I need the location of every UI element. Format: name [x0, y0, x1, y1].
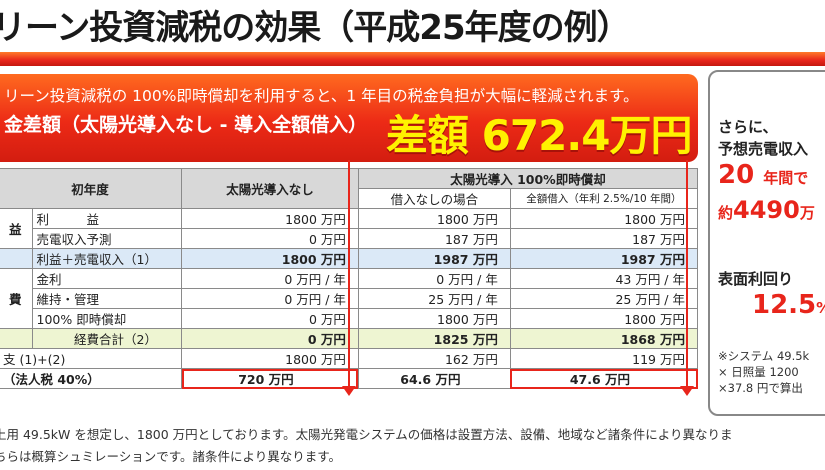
side-revenue-unit: 万: [799, 204, 815, 222]
header-no-solar: 太陽光導入なし: [181, 168, 359, 209]
cell-full-loan: 43 万円 / 年: [509, 268, 699, 289]
row-label: 維持・管理: [31, 288, 183, 309]
side-intro: さらに、: [718, 118, 778, 136]
cell-full-loan: 1800 万円: [509, 208, 699, 229]
cell-no-loan: 0 万円 / 年: [357, 268, 511, 289]
cell-no-solar: 1800 万円: [181, 248, 359, 269]
row-label: 金利: [31, 268, 183, 289]
header-solar-group: 太陽光導入 100%即時償却: [357, 168, 699, 189]
banner-description: リーン投資減税の 100%即時償却を利用すると、1 年目の税金負担が大幅に軽減さ…: [4, 87, 639, 105]
table-row-tax: （法人税 40%） 720 万円 64.6 万円 47.6 万円: [0, 368, 699, 389]
summary-banner: リーン投資減税の 100%即時償却を利用すると、1 年目の税金負担が大幅に軽減さ…: [0, 74, 698, 162]
cell-no-solar: 0 万円: [181, 328, 359, 349]
cell-no-solar: 1800 万円: [181, 208, 359, 229]
cell-no-solar: 0 万円: [181, 308, 359, 329]
footnote-2: ちらは概算シュミレーションです。諸条件により異なります。: [0, 449, 342, 464]
title-divider: [0, 52, 825, 66]
cell-full-loan: 25 万円 / 年: [509, 288, 699, 309]
category-expense: 費: [0, 268, 33, 329]
side-revenue-label: 予想売電収入: [718, 140, 809, 158]
cell-no-loan: 1800 万円: [357, 308, 511, 329]
cell-no-solar: 1800 万円: [181, 348, 359, 369]
row-label: 経費合計（2）: [31, 328, 183, 349]
banner-difference-amount: 差額 672.4万円: [386, 111, 692, 160]
banner-comparison-label: 金差額（太陽光導入なし - 導入全額借入）: [4, 114, 368, 136]
arrow-left-line: [348, 160, 350, 388]
side-note-3: ×37.8 円で算出: [718, 381, 803, 395]
cell-no-solar: 0 万円: [181, 228, 359, 249]
cell-no-solar: 0 万円 / 年: [181, 268, 359, 289]
side-years: 20 年間で: [718, 160, 808, 190]
row-label: 支 (1)+(2): [0, 348, 182, 369]
side-yield-unit: %: [816, 299, 825, 317]
table-row-subtotal-expense: 経費合計（2） 0 万円 1825 万円 1868 万円: [0, 328, 699, 349]
side-revenue-number: 4490: [733, 196, 800, 224]
category-income: 益: [0, 208, 33, 249]
cell-no-loan: 1825 万円: [357, 328, 511, 349]
cell-full-loan: 1987 万円: [509, 248, 699, 269]
row-label: 100% 即時償却: [31, 308, 183, 329]
cell-no-loan: 187 万円: [357, 228, 511, 249]
cell-no-loan: 25 万円 / 年: [357, 288, 511, 309]
table-row-subtotal-income: 利益＋売電収入（1） 1800 万円 1987 万円 1987 万円: [0, 248, 699, 269]
cell-tax-full-loan: 47.6 万円: [509, 368, 699, 389]
arrow-right-head: [680, 386, 694, 396]
row-label: 売電収入予測: [31, 228, 183, 249]
header-full-loan: 全額借入（年利 2.5%/10 年間）: [509, 188, 699, 209]
table-subheader-row: 借入なしの場合 全額借入（年利 2.5%/10 年間）: [0, 188, 699, 209]
arrow-right-line: [686, 160, 688, 388]
page-title: リーン投資減税の効果（平成25年度の例）: [0, 8, 631, 48]
footnote-1: 上用 49.5kW を想定し、1800 万円としております。太陽光発電システムの…: [0, 427, 733, 442]
arrow-left-head: [342, 386, 356, 396]
header-no-loan: 借入なしの場合: [357, 188, 511, 209]
side-yield-value: 12.5%: [752, 290, 825, 320]
side-revenue-amount: 約4490万: [718, 196, 815, 224]
cell-no-loan: 1800 万円: [357, 208, 511, 229]
side-years-number: 20: [718, 160, 755, 190]
table-row: 100% 即時償却 0 万円 1800 万円 1800 万円: [0, 308, 699, 329]
cell-full-loan: 1800 万円: [509, 308, 699, 329]
side-revenue-prefix: 約: [718, 204, 734, 222]
cell-tax-no-solar: 720 万円: [181, 368, 359, 389]
cell-full-loan: 1868 万円: [509, 328, 699, 349]
cell-full-loan: 187 万円: [509, 228, 699, 249]
row-label: 利益＋売電収入（1）: [31, 248, 183, 269]
side-panel: さらに、 予想売電収入 20 年間で 約4490万 表面利回り 12.5% ※シ…: [708, 70, 825, 416]
cell-full-loan: 119 万円: [509, 348, 699, 369]
cell-no-solar: 0 万円 / 年: [181, 288, 359, 309]
comparison-table: 初年度 太陽光導入なし 太陽光導入 100%即時償却 借入なしの場合 全額借入（…: [0, 168, 699, 389]
header-first-year: 初年度: [0, 168, 182, 209]
cell-no-loan: 1987 万円: [357, 248, 511, 269]
table-header-row: 初年度 太陽光導入なし 太陽光導入 100%即時償却: [0, 168, 699, 209]
cell-no-loan: 162 万円: [357, 348, 511, 369]
cell-tax-no-loan: 64.6 万円: [357, 368, 511, 389]
row-label: 利 益: [31, 208, 183, 229]
side-note-2: × 日照量 1200: [718, 365, 799, 379]
side-years-unit: 年間で: [763, 169, 809, 187]
side-yield-label: 表面利回り: [718, 270, 794, 288]
side-yield-number: 12.5: [752, 290, 817, 320]
row-label: （法人税 40%）: [0, 368, 182, 389]
side-note-1: ※システム 49.5k: [718, 349, 810, 363]
